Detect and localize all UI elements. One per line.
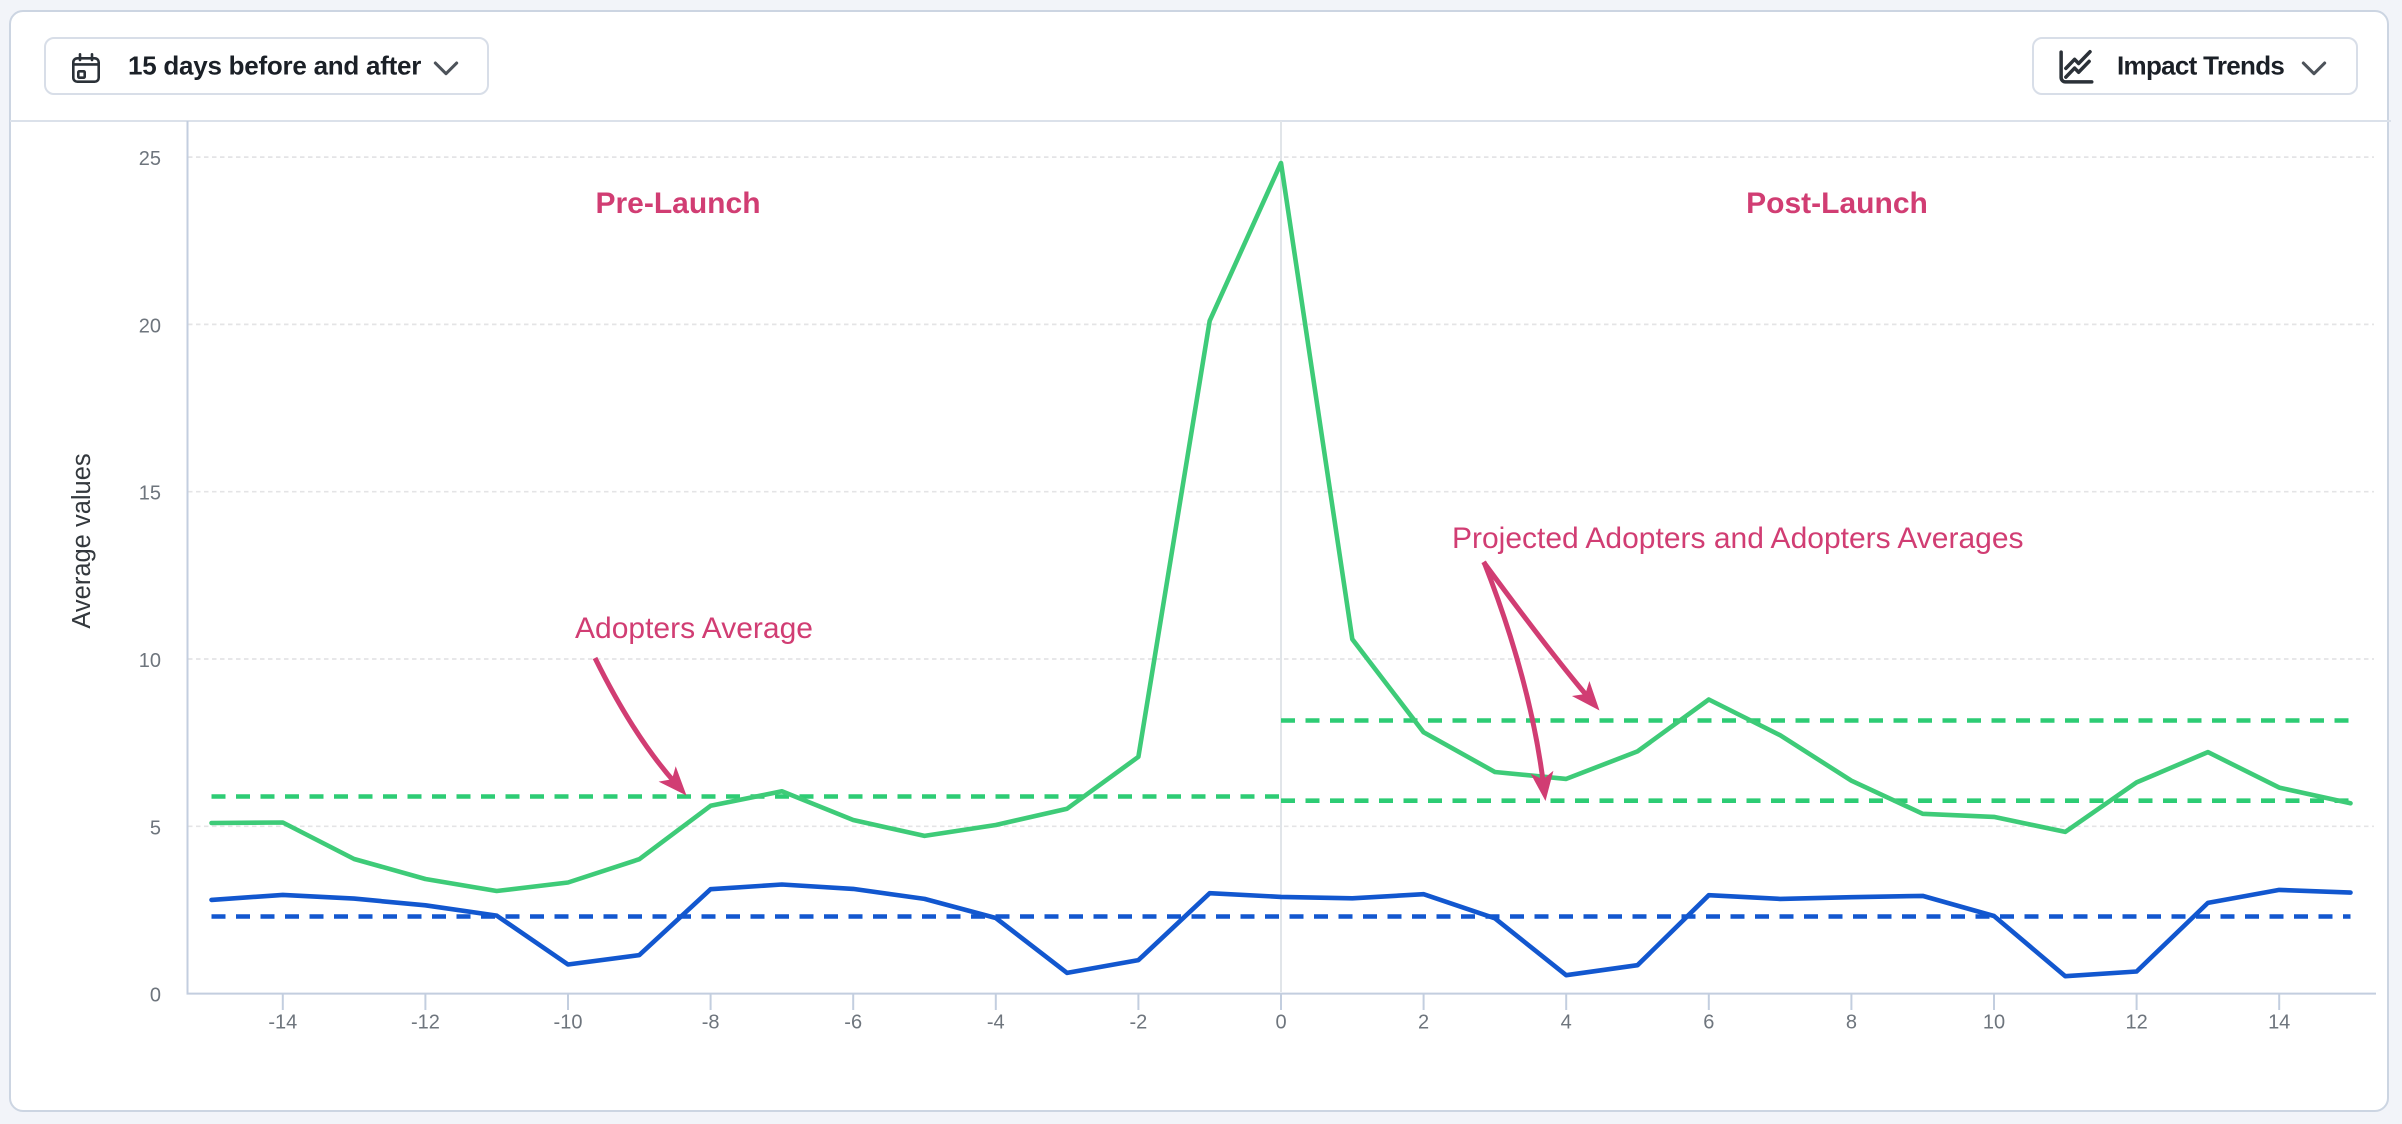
svg-text:-4: -4 bbox=[987, 1012, 1005, 1034]
svg-text:Projected Adopters and Adopter: Projected Adopters and Adopters Averages bbox=[1452, 522, 2024, 555]
svg-text:10: 10 bbox=[1983, 1012, 2005, 1034]
svg-text:4: 4 bbox=[1561, 1012, 1572, 1034]
svg-text:-6: -6 bbox=[844, 1012, 862, 1034]
svg-text:20: 20 bbox=[139, 315, 161, 337]
svg-text:0: 0 bbox=[1275, 1012, 1286, 1034]
svg-text:25: 25 bbox=[139, 148, 161, 170]
svg-text:6: 6 bbox=[1703, 1012, 1714, 1034]
svg-text:8: 8 bbox=[1846, 1012, 1857, 1034]
svg-text:5: 5 bbox=[150, 817, 161, 839]
svg-text:-10: -10 bbox=[554, 1012, 583, 1034]
svg-text:-12: -12 bbox=[411, 1012, 440, 1034]
svg-text:-2: -2 bbox=[1130, 1012, 1148, 1034]
svg-text:Adopters Average: Adopters Average bbox=[575, 612, 813, 645]
svg-text:0: 0 bbox=[150, 985, 161, 1007]
svg-text:-8: -8 bbox=[702, 1012, 720, 1034]
svg-text:15: 15 bbox=[139, 483, 161, 505]
svg-text:-14: -14 bbox=[268, 1012, 297, 1034]
svg-text:Pre-Launch: Pre-Launch bbox=[595, 187, 760, 220]
svg-text:2: 2 bbox=[1418, 1012, 1429, 1034]
svg-text:12: 12 bbox=[2125, 1012, 2147, 1034]
svg-text:Post-Launch: Post-Launch bbox=[1746, 187, 1928, 220]
svg-text:Average values: Average values bbox=[68, 453, 96, 628]
svg-text:10: 10 bbox=[139, 650, 161, 672]
svg-text:14: 14 bbox=[2268, 1012, 2290, 1034]
